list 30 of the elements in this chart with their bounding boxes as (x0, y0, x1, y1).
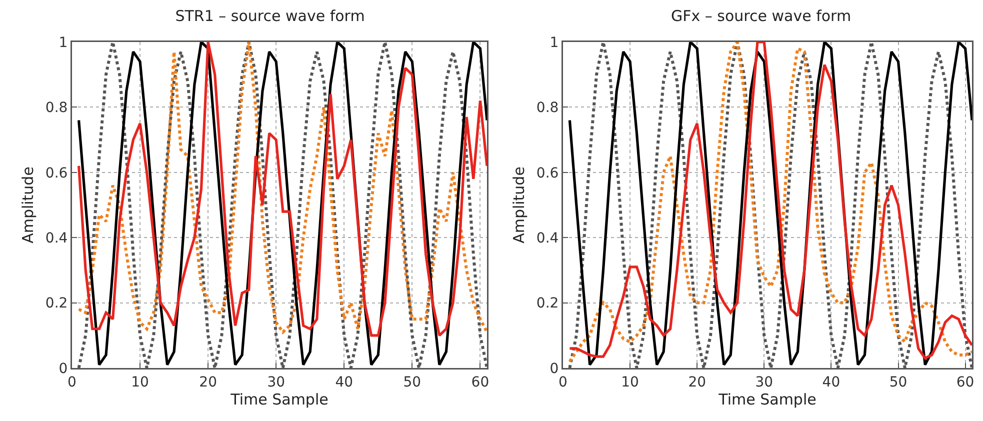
y-tick-label: 0.8 (45, 100, 68, 116)
x-tick-label: 20 (199, 374, 217, 390)
x-tick-label: 60 (956, 374, 974, 390)
y-tick-label: 0.2 (536, 296, 559, 312)
y-axis-title: Amplitude (18, 166, 37, 244)
x-axis-title: Time Sample (230, 390, 328, 408)
y-tick-label: 0.6 (45, 165, 68, 182)
x-tick-label: 10 (621, 374, 639, 390)
x-tick-label: 20 (688, 374, 706, 390)
y-tick-label: 0.8 (536, 100, 559, 116)
x-tick-label: 40 (822, 374, 840, 390)
chart-title: GFx – source wave form (671, 7, 852, 26)
y-tick-label: 0.4 (45, 230, 68, 246)
x-tick-label: 30 (755, 374, 774, 390)
x-axis-title: Time Sample (718, 390, 816, 408)
chart-title: STR1 – source wave form (175, 7, 365, 26)
y-tick-label: 0 (550, 360, 559, 377)
x-tick-label: 60 (471, 374, 490, 390)
x-tick-label: 30 (267, 374, 286, 390)
y-tick-label: 0.6 (536, 165, 559, 182)
y-tick-label: 0 (58, 360, 68, 377)
y-tick-label: 1 (550, 34, 559, 51)
y-tick-label: 0.4 (536, 230, 559, 246)
x-tick-label: 50 (403, 374, 422, 390)
x-tick-label: 40 (335, 374, 354, 390)
y-tick-label: 1 (58, 34, 68, 51)
x-tick-label: 50 (889, 374, 908, 390)
y-tick-label: 0.2 (45, 296, 68, 312)
x-tick-label: 10 (131, 374, 149, 390)
y-axis-title: Amplitude (510, 166, 528, 244)
